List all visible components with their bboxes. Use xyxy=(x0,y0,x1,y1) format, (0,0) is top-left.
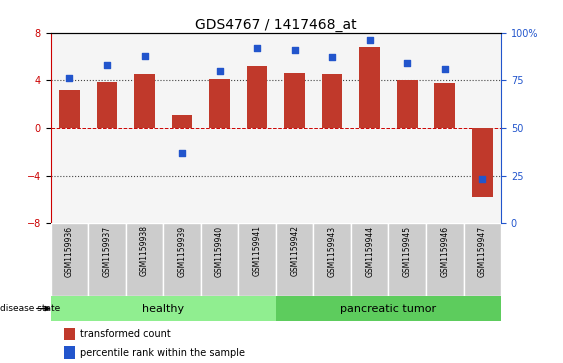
Text: GSM1159944: GSM1159944 xyxy=(365,225,374,277)
Bar xyxy=(201,223,238,296)
Point xyxy=(65,76,74,81)
Text: percentile rank within the sample: percentile rank within the sample xyxy=(80,347,245,358)
Point xyxy=(253,45,262,51)
Bar xyxy=(172,115,193,128)
Text: healthy: healthy xyxy=(142,303,184,314)
Text: GSM1159946: GSM1159946 xyxy=(440,225,449,277)
Bar xyxy=(238,223,276,296)
Title: GDS4767 / 1417468_at: GDS4767 / 1417468_at xyxy=(195,18,357,32)
Bar xyxy=(322,74,342,128)
Text: GSM1159941: GSM1159941 xyxy=(253,225,262,276)
Point xyxy=(177,150,186,156)
Point xyxy=(328,54,337,60)
Point xyxy=(403,60,412,66)
Point xyxy=(102,62,111,68)
Point xyxy=(365,37,374,43)
Bar xyxy=(276,223,314,296)
Text: GSM1159937: GSM1159937 xyxy=(102,225,111,277)
Point xyxy=(290,47,299,53)
Bar xyxy=(426,223,463,296)
Bar xyxy=(51,223,88,296)
Bar xyxy=(397,80,418,128)
Bar xyxy=(435,83,455,128)
Text: GSM1159942: GSM1159942 xyxy=(290,225,299,276)
Bar xyxy=(51,296,276,321)
Bar xyxy=(209,79,230,128)
Bar xyxy=(463,223,501,296)
Bar xyxy=(134,74,155,128)
Text: GSM1159938: GSM1159938 xyxy=(140,225,149,276)
Text: GSM1159943: GSM1159943 xyxy=(328,225,337,277)
Bar xyxy=(88,223,126,296)
Bar xyxy=(314,223,351,296)
Point xyxy=(440,66,449,72)
Bar xyxy=(97,82,117,128)
Bar xyxy=(359,47,380,128)
Bar xyxy=(126,223,163,296)
Bar xyxy=(247,66,267,128)
Text: GSM1159945: GSM1159945 xyxy=(403,225,412,277)
Bar xyxy=(276,296,501,321)
Point xyxy=(215,68,224,74)
Bar xyxy=(472,128,493,197)
Bar xyxy=(351,223,388,296)
Bar xyxy=(59,90,80,128)
Bar xyxy=(284,73,305,128)
Text: GSM1159947: GSM1159947 xyxy=(478,225,487,277)
Bar xyxy=(64,346,75,359)
Text: pancreatic tumor: pancreatic tumor xyxy=(341,303,436,314)
Bar xyxy=(163,223,201,296)
Text: disease state: disease state xyxy=(0,304,60,313)
Bar xyxy=(64,327,75,340)
Bar xyxy=(388,223,426,296)
Point xyxy=(478,176,487,182)
Text: GSM1159939: GSM1159939 xyxy=(177,225,186,277)
Point xyxy=(140,53,149,58)
Text: GSM1159936: GSM1159936 xyxy=(65,225,74,277)
Text: transformed count: transformed count xyxy=(80,329,171,339)
Text: GSM1159940: GSM1159940 xyxy=(215,225,224,277)
